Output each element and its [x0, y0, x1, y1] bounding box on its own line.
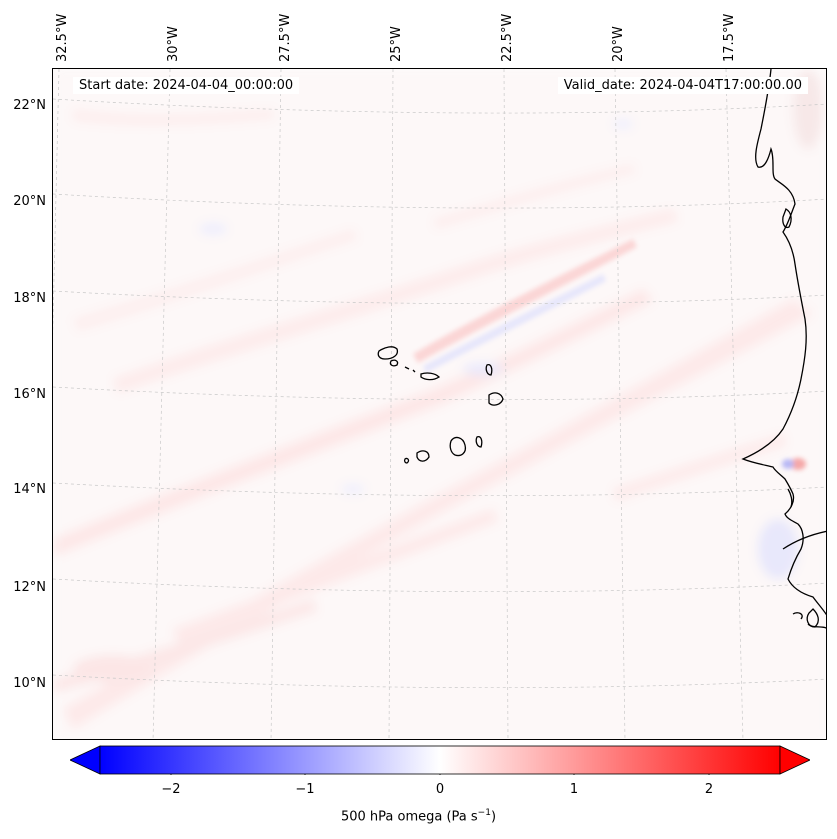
graticule	[53, 69, 826, 739]
coastline	[741, 69, 826, 629]
lon-label: 20°W	[611, 26, 626, 62]
colorbar-tick-label: 2	[704, 782, 714, 797]
colorbar-tick-label: −2	[161, 782, 181, 797]
lon-label: 32.5°W	[55, 13, 70, 62]
colorbar-label: 500 hPa omega (Pa s−1)	[340, 808, 497, 825]
map-panel[interactable]: Start date: 2024-04-04_00:00:00 Valid_da…	[52, 68, 827, 740]
lat-label: 12°N	[13, 580, 46, 595]
colorbar-min-extend	[69, 745, 101, 775]
colorbar-scale	[69, 745, 811, 778]
lon-label: 30°W	[166, 26, 181, 62]
colorbar-tick-label: 0	[435, 782, 445, 797]
colorbar-gradient	[99, 745, 781, 775]
lon-label: 27.5°W	[278, 13, 293, 62]
cape-verde-islands	[377, 346, 504, 464]
colorbar-max-extend	[779, 745, 811, 775]
lon-label: 17.5°W	[722, 13, 737, 62]
lat-label: 10°N	[13, 676, 46, 691]
colorbar-tick-label: −1	[295, 782, 315, 797]
map-canvas	[53, 69, 826, 739]
lat-label: 20°N	[13, 194, 46, 209]
omega-streak	[413, 239, 806, 470]
lat-label: 22°N	[13, 98, 46, 113]
lat-label: 18°N	[13, 291, 46, 306]
start-date-label: Start date: 2024-04-04_00:00:00	[73, 77, 300, 94]
lon-label: 22.5°W	[500, 13, 515, 62]
valid-date-label: Valid_date: 2024-04-04T17:00:00.00	[557, 77, 808, 94]
lon-label: 25°W	[389, 26, 404, 62]
colorbar-tick-label: 1	[569, 782, 579, 797]
lat-label: 14°N	[13, 482, 46, 497]
colorbar-ticks: −2 −1 0 1 2	[0, 782, 837, 800]
colorbar	[69, 745, 811, 778]
lat-label: 16°N	[13, 387, 46, 402]
omega-field	[53, 69, 826, 739]
